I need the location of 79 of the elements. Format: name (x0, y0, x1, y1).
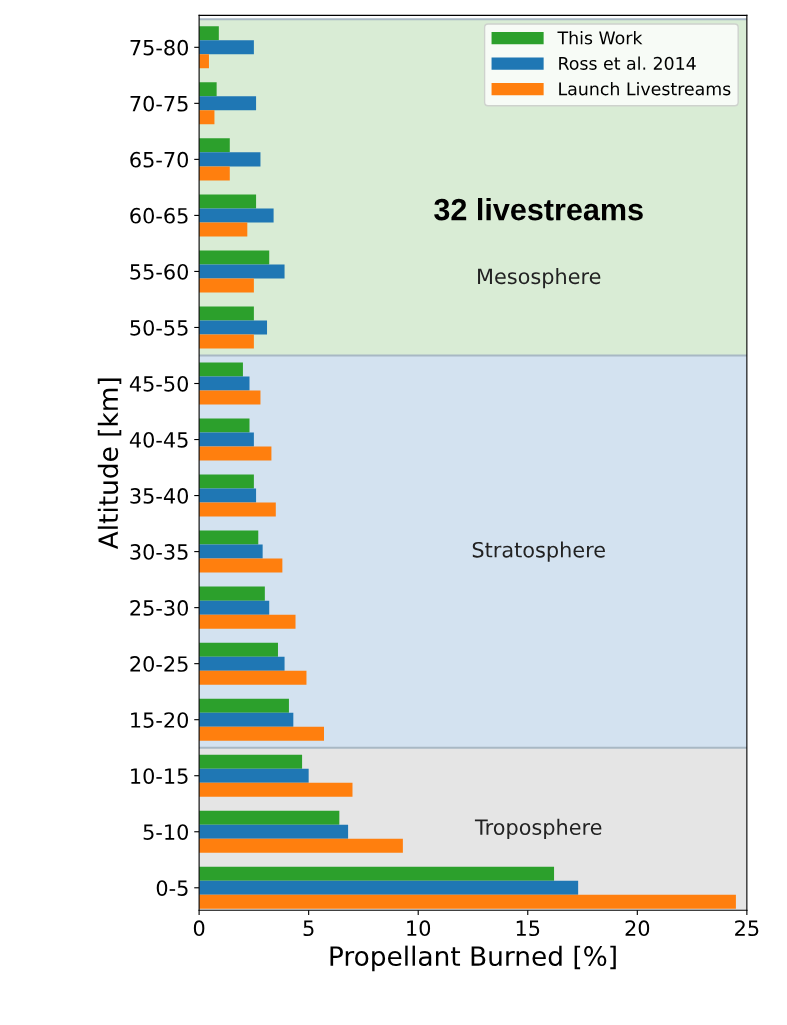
y-tick-label: 70-75 (130, 95, 188, 112)
bar (199, 838, 403, 853)
bar (199, 278, 254, 293)
legend-label: Launch Livestreams (559, 81, 731, 96)
bar (199, 530, 259, 545)
x-tick-label: 15 (516, 920, 540, 937)
bar (199, 600, 270, 615)
bar (199, 166, 230, 181)
bar (199, 782, 353, 797)
bar (199, 40, 254, 55)
bar (199, 26, 219, 41)
bar (199, 614, 296, 629)
bar (199, 712, 294, 727)
bar (199, 754, 303, 769)
bar (199, 894, 736, 909)
y-tick-label: 65-70 (130, 151, 189, 168)
bar (199, 208, 274, 223)
y-tick-label: 50-55 (130, 319, 188, 336)
bar (199, 586, 265, 601)
x-tick-label: 0 (193, 920, 205, 937)
bar (199, 642, 278, 657)
legend-label: This Work (557, 31, 643, 45)
bar (199, 362, 243, 377)
bar (199, 698, 289, 713)
bar (199, 110, 215, 125)
bar (199, 376, 250, 391)
y-tick-label: 30-35 (130, 544, 188, 560)
x-tick-label: 25 (735, 920, 759, 937)
bar (199, 222, 248, 237)
x-tick-label: 10 (407, 920, 431, 937)
y-tick-label: 75-80 (130, 39, 189, 56)
bar (199, 82, 217, 97)
bar (199, 54, 209, 69)
band-label: Troposphere (474, 818, 602, 840)
bar (199, 824, 349, 839)
bar (199, 306, 254, 321)
bar (199, 138, 230, 153)
bar (199, 670, 307, 685)
bar (199, 810, 340, 825)
bar (199, 544, 263, 559)
x-tick-label: 20 (625, 920, 650, 937)
y-tick-label: 20-25 (130, 656, 188, 672)
bar (199, 726, 324, 741)
y-tick-label: 0-5 (156, 880, 188, 896)
y-tick-label: 40-45 (129, 431, 188, 448)
y-tick-label: 25-30 (130, 600, 189, 616)
bar (199, 446, 272, 461)
y-tick-label: 10-15 (131, 768, 188, 784)
bar (199, 250, 270, 265)
bar (199, 320, 268, 335)
bar (199, 880, 579, 895)
annotation: 32 livestreams (434, 197, 643, 221)
bar (199, 432, 254, 447)
bar (199, 768, 309, 783)
bar (199, 264, 285, 279)
bar (199, 390, 261, 405)
bar (199, 152, 261, 167)
band-label: Stratosphere (472, 541, 605, 562)
y-tick-label: 35-40 (130, 488, 189, 504)
bar (199, 418, 250, 433)
bar (199, 866, 555, 881)
y-tick-label: 45-50 (129, 375, 189, 392)
y-tick-label: 60-65 (130, 207, 188, 224)
y-tick-label: 15-20 (131, 712, 189, 728)
bar (199, 334, 254, 349)
x-axis-title: Propellant Burned [%] (330, 945, 616, 972)
y-tick-label: 5-10 (143, 824, 189, 840)
y-tick-label: 55-60 (130, 263, 189, 280)
bar (199, 96, 257, 111)
bar (199, 488, 257, 503)
band-label: Mesosphere (478, 268, 601, 289)
x-tick-label: 5 (303, 920, 314, 937)
y-axis-title: Altitude [km] (97, 378, 122, 550)
bar (199, 194, 257, 209)
bar (199, 502, 276, 517)
bar (199, 558, 283, 573)
legend-label: Ross et al. 2014 (559, 56, 696, 70)
bar (199, 656, 285, 671)
bar (199, 474, 254, 489)
